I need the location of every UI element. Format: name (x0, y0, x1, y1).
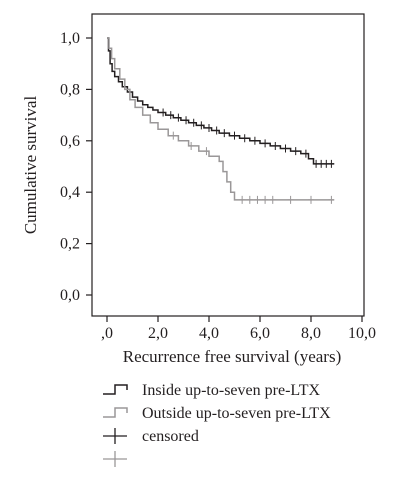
censor-mark (203, 147, 210, 156)
censor-mark (269, 195, 276, 204)
legend: Inside up-to-seven pre-LTX Outside up-to-… (103, 382, 331, 467)
legend-cross-symbol (103, 451, 127, 467)
censor-mark (287, 195, 294, 204)
y-tick-label: 0,6 (60, 133, 80, 150)
y-tick-label: 0,0 (60, 287, 80, 304)
outside-series-line (107, 37, 334, 201)
censor-mark (213, 126, 220, 135)
x-tick-label: 2,0 (148, 325, 168, 342)
x-tick-label: ,0 (101, 325, 113, 342)
legend-cross-symbol (103, 428, 127, 444)
legend-label: Inside up-to-seven pre-LTX (142, 382, 320, 399)
y-tick-label: 0,4 (60, 184, 80, 201)
censor-mark (239, 195, 246, 204)
censor-mark (170, 131, 177, 140)
y-tick-label: 0,2 (60, 236, 80, 253)
censor-mark (323, 159, 330, 168)
censor-mark (308, 195, 314, 204)
censor-mark (188, 141, 195, 150)
censor-mark (328, 195, 335, 204)
censor-mark (313, 159, 320, 168)
legend-item (103, 451, 127, 467)
censor-mark (251, 136, 258, 145)
x-tick-label: 8,0 (301, 325, 321, 342)
censor-mark (183, 116, 190, 125)
y-axis-title: Cumulative survival (21, 96, 40, 235)
legend-label: censored (142, 428, 199, 445)
censor-mark (254, 195, 261, 204)
plot-frame (91, 13, 365, 317)
x-tick-label: 6,0 (250, 325, 270, 342)
survival-curves (107, 37, 334, 201)
x-axis-title: Recurrence free survival (years) (123, 347, 342, 366)
censor-mark (262, 195, 269, 204)
censor-mark (302, 149, 309, 158)
legend-item: Outside up-to-seven pre-LTX (103, 405, 331, 422)
censor-mark (221, 129, 228, 138)
censor-marks (160, 108, 335, 204)
x-tick-label: 10,0 (348, 325, 376, 342)
y-tick-label: 0,8 (60, 81, 80, 98)
censor-mark (190, 118, 197, 127)
plot-frame-group (91, 13, 365, 317)
legend-step-symbol (103, 407, 128, 418)
censor-mark (231, 131, 238, 140)
censor-mark (198, 121, 205, 130)
x-tick-label: 4,0 (199, 325, 219, 342)
censor-mark (262, 139, 269, 148)
censor-mark (272, 141, 279, 150)
legend-label: Outside up-to-seven pre-LTX (142, 405, 331, 422)
censor-mark (206, 123, 212, 132)
censor-mark (292, 147, 299, 156)
censor-mark (246, 195, 253, 204)
censor-mark (160, 108, 167, 117)
y-axis-ticks: 0,0 0,2 0,4 0,6 0,8 1,0 (60, 30, 92, 304)
censor-mark (241, 134, 248, 143)
censor-mark (167, 111, 174, 120)
censor-mark (318, 159, 325, 168)
censor-mark (282, 144, 289, 153)
censor-mark (328, 159, 335, 168)
inside-series-line (107, 37, 334, 165)
legend-item: Inside up-to-seven pre-LTX (103, 382, 320, 399)
legend-step-symbol (103, 384, 128, 395)
y-tick-label: 1,0 (60, 30, 80, 47)
x-axis-ticks: ,0 2,0 4,0 6,0 8,0 10,0 (101, 316, 376, 342)
censor-mark (175, 113, 182, 122)
legend-item: censored (103, 428, 199, 445)
